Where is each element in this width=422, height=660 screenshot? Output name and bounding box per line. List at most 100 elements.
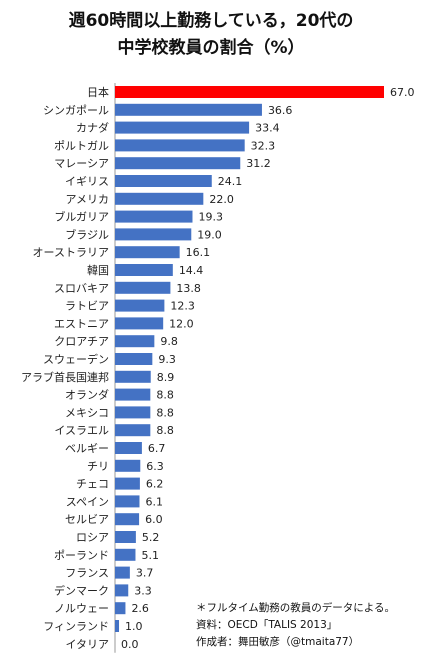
category-label: メキシコ xyxy=(65,406,109,419)
bar xyxy=(115,548,136,561)
category-label: ノルウェー xyxy=(54,602,109,615)
bar xyxy=(115,620,120,632)
value-label: 12.0 xyxy=(169,317,194,330)
category-label: マレーシア xyxy=(54,157,109,170)
note-fulltime: ＊フルタイム勤務の教員のデータによる。 xyxy=(196,602,395,614)
category-label: ラトビア xyxy=(65,300,109,313)
value-label: 6.7 xyxy=(148,442,166,455)
category-label: カナダ xyxy=(76,121,109,135)
category-label: スウェーデン xyxy=(43,352,109,366)
bar xyxy=(115,121,250,134)
category-label: チリ xyxy=(87,460,109,473)
bar xyxy=(115,157,241,170)
bar xyxy=(115,264,173,276)
category-label: スペイン xyxy=(66,495,109,508)
value-label: 8.8 xyxy=(156,424,174,437)
chart-title-line2: 中学校教員の割合（%） xyxy=(117,38,305,58)
chart-title-line1: 週60時間以上勤務している，20代の xyxy=(68,11,354,31)
bar xyxy=(115,459,141,472)
category-label: フランス xyxy=(65,567,109,580)
note-source: 資料：OECD「TALIS 2013」 xyxy=(196,619,338,631)
bar xyxy=(115,317,164,330)
bar xyxy=(115,495,140,508)
category-label: イギリス xyxy=(65,175,109,188)
category-label: オランダ xyxy=(65,388,109,402)
value-label: 6.0 xyxy=(145,513,163,526)
category-label: ベルギー xyxy=(65,442,109,455)
bar xyxy=(115,584,129,597)
bar xyxy=(115,370,151,383)
bar xyxy=(115,531,136,543)
category-label: イスラエル xyxy=(54,424,109,437)
bar xyxy=(115,353,153,365)
value-label: 6.1 xyxy=(145,495,163,508)
bar xyxy=(115,602,126,615)
category-label: アメリカ xyxy=(66,193,109,206)
value-label: 8.8 xyxy=(156,389,174,402)
value-label: 5.2 xyxy=(142,531,160,544)
bar xyxy=(115,566,130,579)
value-label: 6.3 xyxy=(146,460,164,473)
category-label: ポーランド xyxy=(54,549,109,562)
bar xyxy=(115,210,193,223)
bar xyxy=(115,139,245,152)
bar xyxy=(115,281,171,294)
bar xyxy=(115,192,204,205)
value-label: 1.0 xyxy=(125,620,143,633)
category-label: 日本 xyxy=(87,85,109,99)
bar xyxy=(115,86,384,98)
value-label: 9.8 xyxy=(160,335,178,348)
value-label: 14.4 xyxy=(179,264,204,277)
category-label: デンマーク xyxy=(54,583,109,597)
value-label: 8.9 xyxy=(157,371,175,384)
value-label: 32.3 xyxy=(251,139,275,152)
value-label: 16.1 xyxy=(186,246,211,259)
bar xyxy=(115,388,151,401)
value-label: 19.0 xyxy=(197,228,222,241)
category-label: オーストラリア xyxy=(33,246,109,259)
value-label: 31.2 xyxy=(246,157,271,170)
category-label: アラブ首長国連邦 xyxy=(21,370,109,384)
bar xyxy=(115,299,165,312)
value-label: 2.6 xyxy=(131,602,149,615)
category-label: シンガポール xyxy=(43,104,109,117)
value-label: 8.8 xyxy=(156,406,174,419)
category-label: イタリア xyxy=(65,638,109,651)
value-label: 5.1 xyxy=(141,549,159,562)
bar xyxy=(115,335,155,348)
value-label: 33.4 xyxy=(255,122,280,135)
category-label: 韓国 xyxy=(87,264,109,277)
category-label: クロアチア xyxy=(54,335,109,348)
value-label: 3.3 xyxy=(134,584,152,597)
value-label: 22.0 xyxy=(209,193,234,206)
bar xyxy=(115,442,142,454)
value-label: 6.2 xyxy=(146,478,164,491)
value-label: 19.3 xyxy=(198,211,223,224)
bar xyxy=(115,406,151,419)
category-label: ブルガリア xyxy=(54,210,109,224)
bar xyxy=(115,246,180,259)
value-label: 9.3 xyxy=(158,353,176,366)
value-label: 67.0 xyxy=(390,86,415,99)
category-label: ロシア xyxy=(76,531,109,544)
value-label: 13.8 xyxy=(176,282,201,295)
bar xyxy=(115,513,140,526)
category-label: セルビア xyxy=(65,513,109,526)
category-label: チェコ xyxy=(76,478,109,491)
value-label: 0.0 xyxy=(121,638,139,651)
category-label: エストニア xyxy=(54,317,109,330)
note-author: 作成者：舞田敏彦（@tmaita77） xyxy=(196,636,360,648)
bar xyxy=(115,228,192,241)
value-label: 24.1 xyxy=(218,175,243,188)
category-label: スロバキア xyxy=(54,282,109,295)
category-label: ブラジル xyxy=(65,227,109,241)
bar xyxy=(115,424,151,437)
value-label: 36.6 xyxy=(268,104,293,117)
value-label: 12.3 xyxy=(170,300,195,313)
category-label: ポルトガル xyxy=(54,139,109,152)
bar xyxy=(115,103,262,116)
value-label: 3.7 xyxy=(136,567,154,580)
category-label: フィンランド xyxy=(43,620,109,633)
bar xyxy=(115,477,140,490)
